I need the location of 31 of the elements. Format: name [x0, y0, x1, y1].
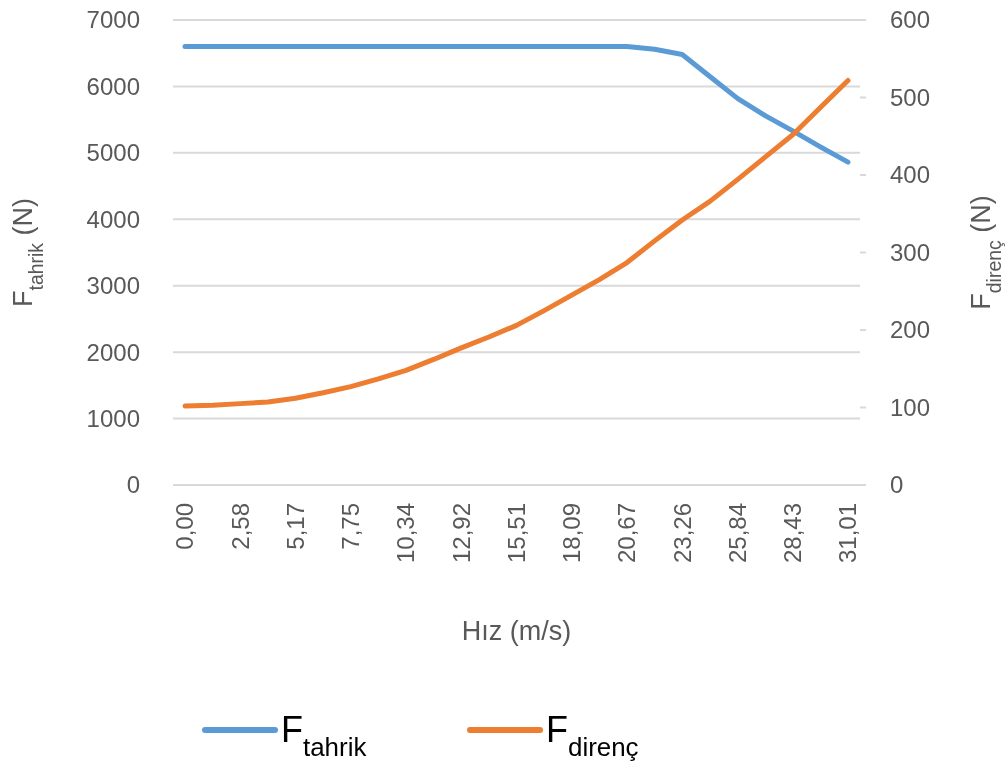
legend-label: F$_{tahrik}$ [281, 709, 367, 761]
y2-tick-label: 100 [890, 393, 931, 421]
x-tick-label: 18,09 [558, 503, 586, 564]
legend-label: F$_{direnç}$ [546, 709, 639, 761]
x-tick-label: 5,17 [281, 503, 309, 550]
y2-tick-label: 200 [890, 316, 931, 344]
x-axis-title: Hız (m/s) [461, 616, 572, 646]
x-tick-label: 28,43 [779, 503, 807, 564]
x-tick-label: 0,00 [171, 503, 199, 550]
x-tick-label: 20,67 [613, 503, 641, 564]
y-tick-label: 4000 [86, 205, 140, 233]
y-tick-label: 2000 [86, 338, 140, 366]
x-tick-label: 10,34 [392, 503, 420, 564]
y-tick-label: 3000 [86, 272, 140, 300]
y2-tick-label: 0 [890, 471, 904, 499]
y2-tick-label: 500 [890, 83, 931, 111]
y2-tick-label: 400 [890, 161, 931, 189]
y2-tick-label: 300 [890, 238, 931, 266]
x-tick-label: 12,92 [447, 503, 475, 564]
x-tick-label: 2,58 [226, 503, 254, 550]
x-tick-label: 7,75 [337, 503, 365, 550]
y-tick-label: 1000 [86, 404, 140, 432]
y-tick-label: 6000 [86, 72, 140, 100]
x-tick-label: 31,01 [834, 503, 862, 564]
y-tick-label: 5000 [86, 139, 140, 167]
y-tick-label: 0 [126, 471, 140, 499]
x-tick-label: 25,84 [723, 503, 751, 564]
y2-tick-label: 600 [890, 6, 931, 34]
x-tick-label: 23,26 [668, 503, 696, 564]
y-tick-label: 7000 [86, 6, 140, 34]
x-tick-label: 15,51 [502, 503, 530, 564]
